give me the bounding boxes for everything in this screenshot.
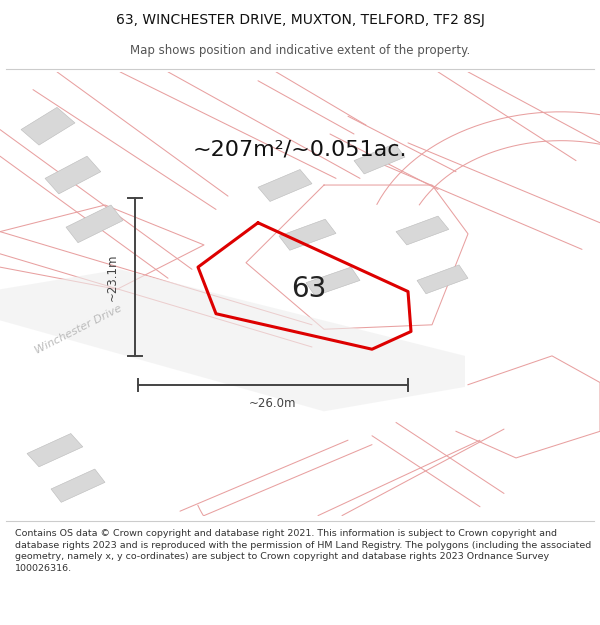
Polygon shape [27, 434, 83, 467]
Polygon shape [45, 156, 101, 194]
Text: 63: 63 [292, 275, 326, 303]
Polygon shape [0, 269, 465, 411]
Polygon shape [258, 169, 312, 201]
Polygon shape [21, 107, 75, 145]
Polygon shape [396, 216, 449, 245]
Text: Map shows position and indicative extent of the property.: Map shows position and indicative extent… [130, 44, 470, 57]
Polygon shape [354, 144, 405, 174]
Polygon shape [417, 265, 468, 294]
Polygon shape [306, 267, 360, 296]
Polygon shape [279, 219, 336, 250]
Text: 63, WINCHESTER DRIVE, MUXTON, TELFORD, TF2 8SJ: 63, WINCHESTER DRIVE, MUXTON, TELFORD, T… [116, 13, 484, 27]
Polygon shape [66, 205, 123, 242]
Text: ~26.0m: ~26.0m [249, 397, 297, 410]
Text: ~23.1m: ~23.1m [106, 253, 119, 301]
Text: Contains OS data © Crown copyright and database right 2021. This information is : Contains OS data © Crown copyright and d… [15, 529, 591, 573]
Polygon shape [51, 469, 105, 502]
Text: Winchester Drive: Winchester Drive [33, 303, 123, 356]
Text: ~207m²/~0.051ac.: ~207m²/~0.051ac. [193, 139, 407, 159]
